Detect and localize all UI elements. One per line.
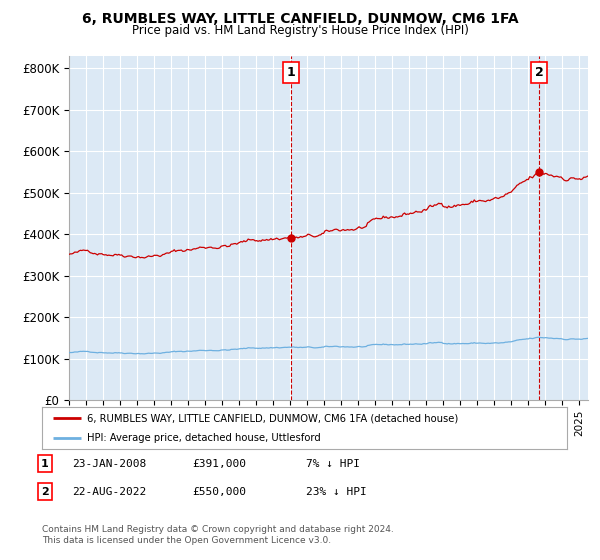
Text: Contains HM Land Registry data © Crown copyright and database right 2024.
This d: Contains HM Land Registry data © Crown c…: [42, 525, 394, 545]
Text: 6, RUMBLES WAY, LITTLE CANFIELD, DUNMOW, CM6 1FA (detached house): 6, RUMBLES WAY, LITTLE CANFIELD, DUNMOW,…: [86, 413, 458, 423]
Text: 2: 2: [41, 487, 49, 497]
Text: Price paid vs. HM Land Registry's House Price Index (HPI): Price paid vs. HM Land Registry's House …: [131, 24, 469, 37]
Text: 1: 1: [287, 66, 296, 79]
Text: 2: 2: [535, 66, 544, 79]
Text: 23% ↓ HPI: 23% ↓ HPI: [306, 487, 367, 497]
Text: 7% ↓ HPI: 7% ↓ HPI: [306, 459, 360, 469]
Text: 6, RUMBLES WAY, LITTLE CANFIELD, DUNMOW, CM6 1FA: 6, RUMBLES WAY, LITTLE CANFIELD, DUNMOW,…: [82, 12, 518, 26]
Text: 1: 1: [41, 459, 49, 469]
Text: 23-JAN-2008: 23-JAN-2008: [72, 459, 146, 469]
Text: £391,000: £391,000: [192, 459, 246, 469]
Text: 22-AUG-2022: 22-AUG-2022: [72, 487, 146, 497]
Text: £550,000: £550,000: [192, 487, 246, 497]
Text: HPI: Average price, detached house, Uttlesford: HPI: Average price, detached house, Uttl…: [86, 433, 320, 443]
